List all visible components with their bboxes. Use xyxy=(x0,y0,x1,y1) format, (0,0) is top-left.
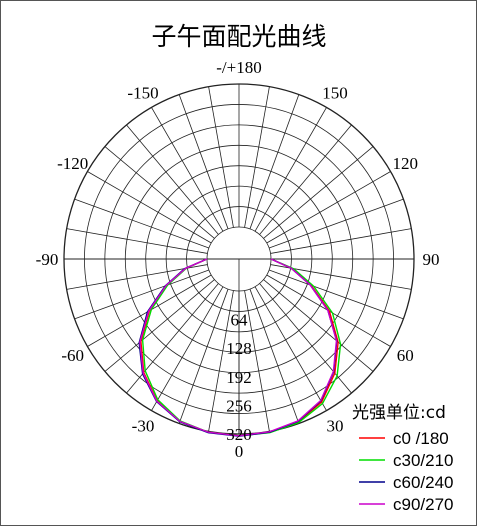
grid-spoke xyxy=(259,283,352,394)
angle-label: -30 xyxy=(132,416,155,435)
grid-spoke xyxy=(268,269,404,320)
angle-label: 120 xyxy=(393,154,419,173)
grid-spoke xyxy=(126,124,219,235)
grid-spoke xyxy=(249,288,300,424)
grid-spoke xyxy=(208,86,234,228)
chart-title: 子午面配光曲线 xyxy=(151,22,326,51)
radial-tick-label: 128 xyxy=(226,339,252,358)
grid-spoke xyxy=(178,288,229,424)
legend: 光强单位:cd c0 /180 c30/210 c60/240 c90/270 xyxy=(352,403,454,514)
grid-spoke xyxy=(254,286,327,411)
grid-spoke xyxy=(244,86,270,228)
grid-spoke xyxy=(263,279,374,372)
grid-spoke xyxy=(151,107,224,232)
legend-item: c90/270 xyxy=(393,495,454,514)
legend-item: c60/240 xyxy=(393,473,454,492)
grid-spoke xyxy=(74,269,210,320)
grid-spoke xyxy=(208,290,234,432)
angle-label: -120 xyxy=(57,154,88,173)
angle-label: -60 xyxy=(61,346,84,365)
grid-spoke xyxy=(66,228,208,254)
angle-label: -/+180 xyxy=(216,58,261,77)
grid-spoke xyxy=(259,124,352,235)
grid-spoke xyxy=(178,94,229,230)
radial-tick-label: 192 xyxy=(226,368,252,387)
series-line xyxy=(139,258,338,437)
grid-spoke xyxy=(263,146,374,239)
grid-spoke xyxy=(126,283,219,394)
legend-item: c0 /180 xyxy=(393,429,449,448)
grid-spoke xyxy=(104,279,215,372)
angle-label: -90 xyxy=(36,250,59,269)
grid-spoke xyxy=(87,171,212,244)
curves xyxy=(138,258,342,437)
angle-label: -150 xyxy=(127,84,158,103)
grid-spoke xyxy=(104,146,215,239)
grid-spoke xyxy=(151,286,224,411)
legend-title: 光强单位:cd xyxy=(352,403,446,423)
radial-tick-label: 320 xyxy=(226,425,252,444)
grid-spoke xyxy=(254,107,327,232)
grid-spoke xyxy=(249,94,300,230)
angle-label: 30 xyxy=(327,416,344,435)
angle-label: 90 xyxy=(423,250,440,269)
grid-spoke xyxy=(270,228,412,254)
grid-spoke xyxy=(244,290,270,432)
angle-labels: -/+180 150 120 90 60 30 0 -30 -60 -90 -120 -150 xyxy=(36,58,440,461)
radial-tick-label: 64 xyxy=(231,311,249,330)
grid-spoke xyxy=(266,171,391,244)
angle-label: 150 xyxy=(322,84,348,103)
legend-item: c30/210 xyxy=(393,451,454,470)
angle-label: 0 xyxy=(235,442,244,461)
radial-tick-labels: 64 128 192 256 320 xyxy=(226,311,252,444)
angle-label: 60 xyxy=(397,346,414,365)
grid-spoke xyxy=(74,198,210,249)
grid-spoke xyxy=(268,198,404,249)
radial-tick-label: 256 xyxy=(226,396,252,415)
